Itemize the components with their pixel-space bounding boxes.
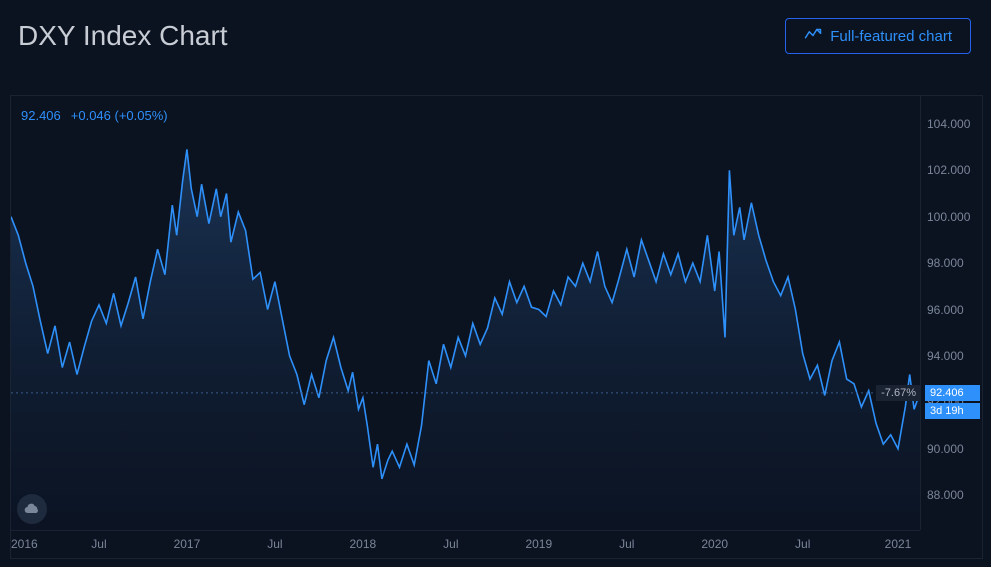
last-price: 92.406	[21, 108, 61, 123]
countdown-badge: 3d 19h	[925, 403, 980, 419]
xtick-label: Jul	[619, 537, 634, 551]
plot-area[interactable]: 92.406 +0.046 (+0.05%) -7.67%	[11, 96, 920, 530]
ytick-label: 88.000	[927, 488, 964, 502]
xtick-label: 2016	[11, 537, 38, 551]
xtick-label: 2020	[701, 537, 728, 551]
chart-icon	[804, 27, 822, 45]
y-axis[interactable]: 92.406 3d 19h 88.00090.00092.00094.00096…	[920, 96, 982, 530]
ytick-label: 102.000	[927, 163, 970, 177]
full-featured-chart-button[interactable]: Full-featured chart	[785, 18, 971, 54]
cloud-icon	[23, 500, 41, 518]
price-chart	[11, 96, 920, 530]
current-price-badge: 92.406	[925, 385, 980, 401]
xtick-label: 2021	[885, 537, 912, 551]
page-title: DXY Index Chart	[18, 20, 228, 52]
price-change: +0.046 (+0.05%)	[71, 108, 168, 123]
ytick-label: 104.000	[927, 117, 970, 131]
xtick-label: 2019	[525, 537, 552, 551]
snapshot-button[interactable]	[17, 494, 47, 524]
ytick-label: 94.000	[927, 349, 964, 363]
chart-container: 92.406 +0.046 (+0.05%) -7.67% 92.406 3d …	[10, 95, 983, 559]
full-featured-chart-label: Full-featured chart	[830, 28, 952, 45]
ytick-label: 96.000	[927, 303, 964, 317]
x-axis[interactable]: 2016 Jul 2017 Jul 2018 Jul 2019 Jul 2020 Jul 2021	[11, 530, 920, 558]
xtick-label: Jul	[267, 537, 282, 551]
price-stats: 92.406 +0.046 (+0.05%)	[21, 108, 168, 123]
xtick-label: Jul	[91, 537, 106, 551]
ytick-label: 90.000	[927, 442, 964, 456]
xtick-label: Jul	[795, 537, 810, 551]
xtick-label: Jul	[443, 537, 458, 551]
pct-move-badge: -7.67%	[876, 385, 921, 401]
xtick-label: 2017	[174, 537, 201, 551]
ytick-label: 100.000	[927, 210, 970, 224]
ytick-label: 98.000	[927, 256, 964, 270]
xtick-label: 2018	[350, 537, 377, 551]
